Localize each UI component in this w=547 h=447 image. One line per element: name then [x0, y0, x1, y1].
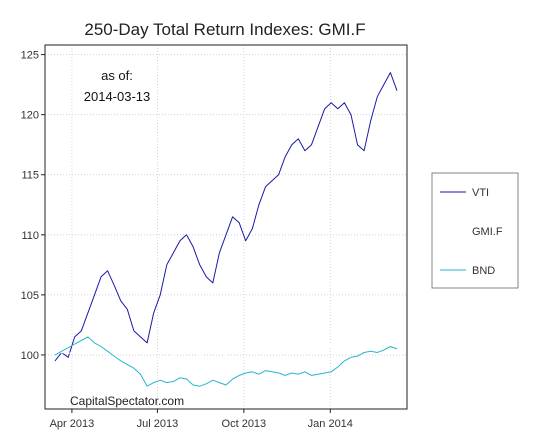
x-tick-label: Apr 2013: [50, 418, 95, 430]
y-tick-label: 115: [21, 170, 39, 182]
chart-title: 250-Day Total Return Indexes: GMI.F: [84, 20, 365, 39]
y-axis: 100 105 110 115 120 125: [21, 50, 45, 362]
legend-label: VTI: [472, 187, 489, 199]
y-tick-label: 100: [21, 350, 39, 362]
as-of-label: as of:: [101, 68, 133, 83]
legend-label: BND: [472, 265, 495, 277]
x-axis: Apr 2013 Jul 2013 Oct 2013 Jan 2014: [50, 409, 353, 430]
series-line-bnd: [54, 336, 398, 387]
x-tick-label: Jul 2013: [137, 418, 179, 430]
y-tick-label: 110: [21, 230, 39, 242]
y-tick-label: 105: [21, 290, 39, 302]
legend-label: GMI.F: [472, 226, 503, 238]
y-tick-label: 120: [21, 110, 39, 122]
grid: [45, 45, 407, 409]
x-tick-label: Jan 2014: [308, 418, 353, 430]
watermark: CapitalSpectator.com: [70, 394, 184, 408]
series-line-vti: [54, 72, 398, 362]
plot-frame: [44, 44, 408, 410]
as-of-date: 2014-03-13: [84, 89, 151, 104]
y-tick-label: 125: [21, 50, 39, 62]
series-group: [54, 72, 398, 387]
x-tick-label: Oct 2013: [222, 418, 267, 430]
legend: VTI GMI.F BND: [431, 172, 519, 289]
